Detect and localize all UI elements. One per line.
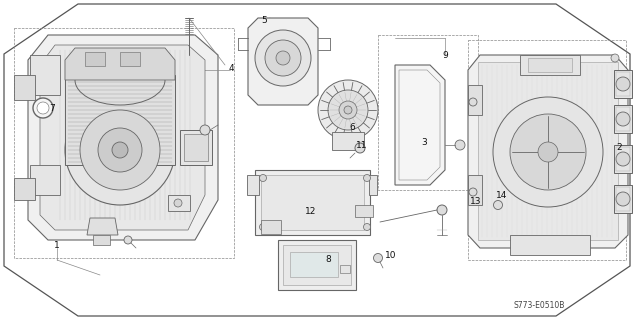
Bar — [510, 235, 590, 255]
Circle shape — [344, 106, 352, 114]
Polygon shape — [14, 178, 35, 200]
Circle shape — [33, 98, 53, 118]
Circle shape — [616, 192, 630, 206]
Circle shape — [259, 223, 266, 230]
Bar — [468, 175, 482, 205]
Circle shape — [80, 110, 160, 190]
Circle shape — [265, 40, 301, 76]
Bar — [85, 52, 105, 66]
Polygon shape — [28, 35, 218, 240]
Text: 8: 8 — [325, 254, 331, 263]
Text: 2: 2 — [616, 142, 622, 151]
Circle shape — [363, 223, 370, 230]
Bar — [468, 85, 482, 115]
Polygon shape — [40, 45, 205, 230]
Circle shape — [37, 102, 49, 114]
Circle shape — [255, 30, 311, 86]
Bar — [65, 75, 175, 165]
Circle shape — [373, 253, 382, 262]
Bar — [369, 175, 377, 195]
Bar — [14, 28, 234, 258]
Circle shape — [437, 205, 447, 215]
Circle shape — [611, 54, 619, 62]
Bar — [468, 40, 626, 260]
Bar — [261, 175, 364, 230]
Bar — [614, 185, 632, 213]
Bar — [355, 205, 373, 217]
Circle shape — [493, 97, 603, 207]
Circle shape — [355, 143, 365, 153]
Text: S773-E0510B: S773-E0510B — [514, 300, 565, 309]
Text: 9: 9 — [442, 51, 448, 60]
Bar — [478, 62, 618, 240]
Bar — [614, 145, 632, 173]
Bar — [616, 187, 630, 211]
Bar — [180, 130, 212, 165]
Polygon shape — [30, 165, 60, 195]
Bar — [261, 220, 281, 234]
Circle shape — [328, 90, 368, 130]
Circle shape — [276, 51, 290, 65]
Text: 7: 7 — [49, 103, 55, 113]
Circle shape — [616, 112, 630, 126]
Circle shape — [259, 174, 266, 181]
Text: 3: 3 — [421, 138, 427, 147]
Bar — [340, 265, 350, 273]
Polygon shape — [30, 55, 60, 95]
Circle shape — [65, 95, 175, 205]
Bar — [616, 107, 630, 131]
Circle shape — [363, 174, 370, 181]
Text: 5: 5 — [261, 15, 267, 25]
Bar — [184, 134, 208, 161]
Bar — [616, 147, 630, 171]
Bar — [528, 58, 572, 72]
Circle shape — [469, 188, 477, 196]
Text: 1: 1 — [54, 241, 60, 250]
Circle shape — [616, 77, 630, 91]
Text: 10: 10 — [385, 252, 397, 260]
Bar — [332, 132, 364, 150]
Circle shape — [339, 101, 357, 119]
Circle shape — [455, 140, 465, 150]
Circle shape — [616, 152, 630, 166]
Bar — [520, 55, 580, 75]
Circle shape — [510, 114, 586, 190]
Text: 12: 12 — [306, 206, 317, 215]
Polygon shape — [65, 48, 175, 80]
Bar — [168, 195, 190, 211]
Text: 4: 4 — [228, 63, 234, 73]
Bar — [616, 72, 630, 96]
Circle shape — [318, 80, 378, 140]
Bar — [290, 252, 338, 277]
Polygon shape — [395, 65, 445, 185]
Circle shape — [200, 125, 210, 135]
Text: 6: 6 — [349, 123, 355, 132]
Polygon shape — [14, 75, 35, 100]
Circle shape — [538, 142, 558, 162]
Bar — [378, 35, 478, 190]
Circle shape — [98, 128, 142, 172]
Bar — [120, 52, 140, 66]
Circle shape — [493, 201, 503, 210]
Bar — [283, 245, 351, 285]
Polygon shape — [93, 235, 110, 245]
Text: 14: 14 — [496, 190, 508, 199]
Text: 11: 11 — [356, 140, 368, 149]
Circle shape — [469, 98, 477, 106]
Bar — [255, 170, 370, 235]
Polygon shape — [248, 18, 318, 105]
Text: 13: 13 — [470, 196, 482, 205]
Bar — [614, 105, 632, 133]
Polygon shape — [468, 55, 628, 248]
Bar — [247, 175, 259, 195]
Bar — [614, 70, 632, 98]
Bar — [278, 240, 356, 290]
Polygon shape — [87, 218, 118, 235]
Circle shape — [174, 199, 182, 207]
Circle shape — [112, 142, 128, 158]
Circle shape — [124, 236, 132, 244]
